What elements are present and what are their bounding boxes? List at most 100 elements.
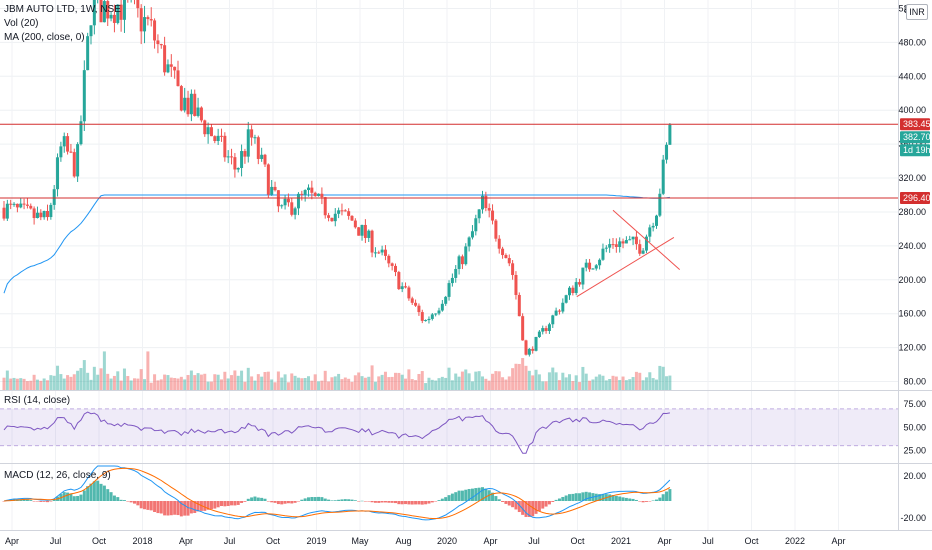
candle-109 <box>367 229 371 242</box>
volume-bar-138 <box>464 369 468 390</box>
candle-170 <box>571 285 575 296</box>
candle-body-162 <box>544 328 548 331</box>
macd-hist-74 <box>250 497 254 501</box>
volume-bar-111 <box>373 381 377 390</box>
volume-bar-4 <box>15 378 19 390</box>
candle-body-95 <box>320 193 324 198</box>
candle-91 <box>307 184 310 197</box>
candle-body-170 <box>571 287 575 294</box>
candle-176 <box>591 268 595 270</box>
volume-bar-191 <box>641 380 645 390</box>
macd-hist-151 <box>507 501 511 506</box>
volume-bar-149 <box>501 377 505 390</box>
candle-body-6 <box>22 203 26 205</box>
candle-128 <box>430 312 434 321</box>
volume-bar-152 <box>511 368 515 390</box>
candle-179 <box>601 243 605 261</box>
volume-bar-40 <box>136 378 140 390</box>
macd-hist-42 <box>143 501 147 510</box>
candle-19 <box>66 133 70 155</box>
macd-hist-80 <box>270 501 274 503</box>
candle-body-174 <box>584 262 588 268</box>
macd-hist-50 <box>169 501 173 516</box>
time-label-17: Oct <box>744 536 759 546</box>
volume-bar-114 <box>383 371 387 390</box>
price-tag-label-3: 296.40 <box>903 193 931 203</box>
candle-53 <box>179 84 183 112</box>
macd-hist-83 <box>280 501 284 505</box>
volume-bar-55 <box>186 375 190 390</box>
volume-bar-22 <box>76 370 80 390</box>
macd-hist-38 <box>129 501 133 503</box>
volume-bar-130 <box>437 378 441 390</box>
macd-hist-114 <box>383 501 387 503</box>
candle-92 <box>310 180 314 200</box>
candle-body-3 <box>12 203 16 205</box>
macd-hist-9 <box>32 501 36 502</box>
macd-hist-125 <box>420 501 424 505</box>
volume-bar-60 <box>203 373 207 390</box>
macd-hist-88 <box>296 501 300 502</box>
macd-hist-149 <box>501 501 505 502</box>
candle-99 <box>333 208 337 227</box>
volume-bar-102 <box>343 377 347 390</box>
candle-150 <box>504 253 508 259</box>
volume-bar-88 <box>296 377 300 390</box>
volume-bar-165 <box>554 372 558 390</box>
macd-hist-164 <box>551 501 555 502</box>
candle-113 <box>380 245 384 256</box>
price-tag-bg-0 <box>900 118 930 131</box>
macd-hist-86 <box>290 501 294 504</box>
macd-hist-111 <box>373 501 377 503</box>
candle-body-60 <box>203 120 207 135</box>
candle-147 <box>494 218 498 242</box>
candle-body-4 <box>15 203 19 208</box>
volume-bar-166 <box>557 380 561 390</box>
candle-151 <box>507 254 511 267</box>
macd-hist-146 <box>491 492 495 501</box>
volume-bar-195 <box>655 379 658 390</box>
volume-bar-46 <box>156 380 160 390</box>
price-tag-label-1: 382.70 <box>903 132 931 142</box>
time-label-5: Jul <box>224 536 236 546</box>
macd-hist-144 <box>484 488 488 501</box>
candle-46 <box>156 34 160 54</box>
candle-body-140 <box>470 231 474 238</box>
candle-body-184 <box>618 241 622 247</box>
candle-body-131 <box>440 303 444 311</box>
candle-body-158 <box>531 348 535 351</box>
candle-154 <box>517 292 521 317</box>
candle-140 <box>470 225 474 240</box>
candle-94 <box>317 193 321 197</box>
candle-body-94 <box>317 193 321 196</box>
macd-hist-174 <box>584 491 588 501</box>
volume-bar-109 <box>367 376 371 390</box>
candle-body-125 <box>420 312 424 321</box>
legend-vol: Vol (20) <box>4 18 39 29</box>
candle-body-80 <box>270 186 274 195</box>
macd-hist-77 <box>260 497 264 501</box>
macd-hist-153 <box>514 501 518 510</box>
volume-bar-180 <box>604 380 608 390</box>
currency-button[interactable]: INR <box>906 4 928 20</box>
macd-hist-169 <box>568 494 571 501</box>
candle-body-180 <box>604 247 608 249</box>
candle-body-122 <box>410 298 414 303</box>
volume-bar-16 <box>56 365 60 390</box>
volume-bar-95 <box>320 380 324 390</box>
candle-189 <box>634 231 638 250</box>
candle-159 <box>534 336 538 352</box>
price-tag-label-0: 383.45 <box>903 119 931 129</box>
candle-25 <box>86 32 90 71</box>
volume-bar-124 <box>417 374 421 390</box>
macd-hist-54 <box>183 501 187 516</box>
candle-18 <box>62 132 66 153</box>
candle-187 <box>628 235 632 241</box>
macd-hist-57 <box>193 501 197 513</box>
candle-8 <box>29 203 33 210</box>
candle-body-67 <box>226 156 230 158</box>
macd-hist-162 <box>544 501 548 507</box>
candle-26 <box>89 25 93 45</box>
price-tick-10: 480.00 <box>898 37 926 47</box>
